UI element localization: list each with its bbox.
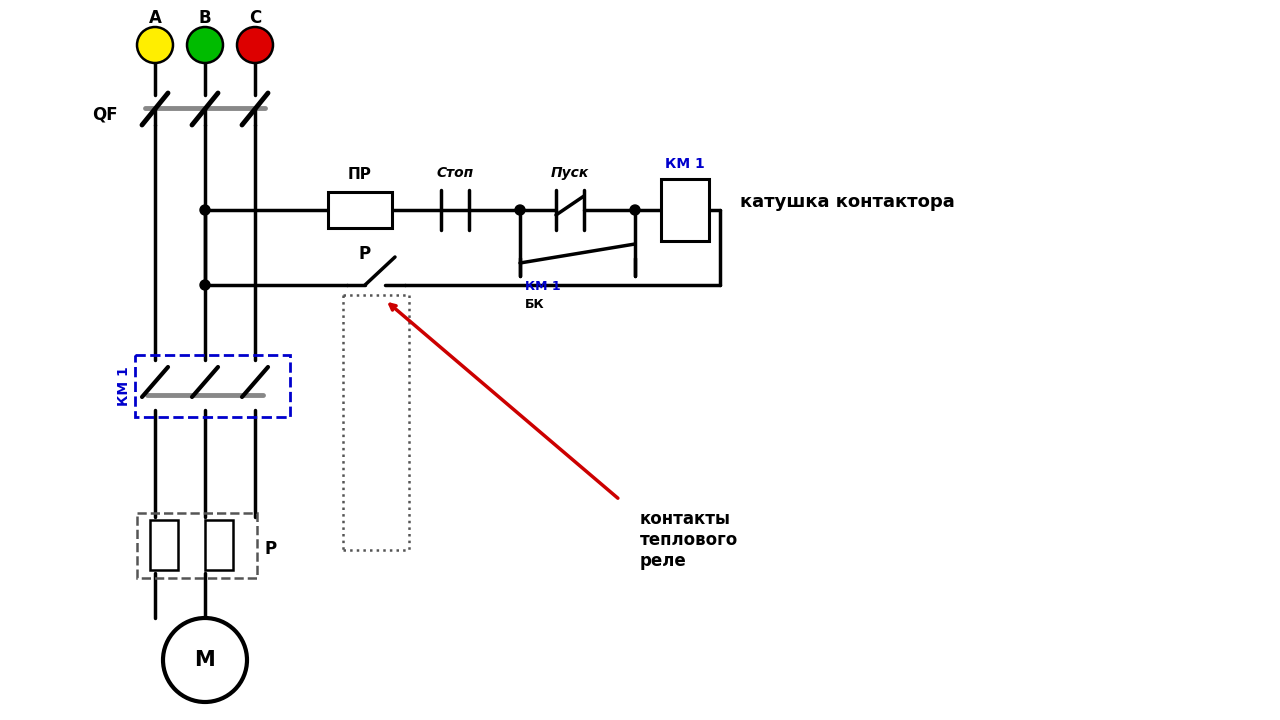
Circle shape (630, 205, 640, 215)
FancyBboxPatch shape (660, 179, 709, 241)
Circle shape (200, 280, 210, 290)
Text: A: A (148, 9, 161, 27)
Circle shape (237, 27, 273, 63)
Text: B: B (198, 9, 211, 27)
FancyBboxPatch shape (328, 192, 392, 228)
Text: Стоп: Стоп (436, 166, 474, 180)
Text: Пуск: Пуск (550, 166, 589, 180)
Circle shape (515, 205, 525, 215)
Text: БК: БК (525, 298, 544, 311)
Text: Р: Р (358, 245, 371, 263)
Text: КМ 1: КМ 1 (116, 366, 131, 406)
Text: Р: Р (265, 540, 278, 558)
Text: М: М (195, 650, 215, 670)
Circle shape (163, 618, 247, 702)
FancyBboxPatch shape (150, 520, 178, 570)
Text: ПР: ПР (348, 167, 372, 182)
Text: контакты
теплового
реле: контакты теплового реле (640, 510, 739, 570)
Text: КМ 1: КМ 1 (666, 157, 705, 171)
Text: QF: QF (92, 106, 118, 124)
Text: C: C (248, 9, 261, 27)
FancyBboxPatch shape (205, 520, 233, 570)
Text: катушка контактора: катушка контактора (740, 193, 955, 211)
Circle shape (137, 27, 173, 63)
Circle shape (200, 205, 210, 215)
Circle shape (187, 27, 223, 63)
Text: КМ 1: КМ 1 (525, 280, 561, 293)
